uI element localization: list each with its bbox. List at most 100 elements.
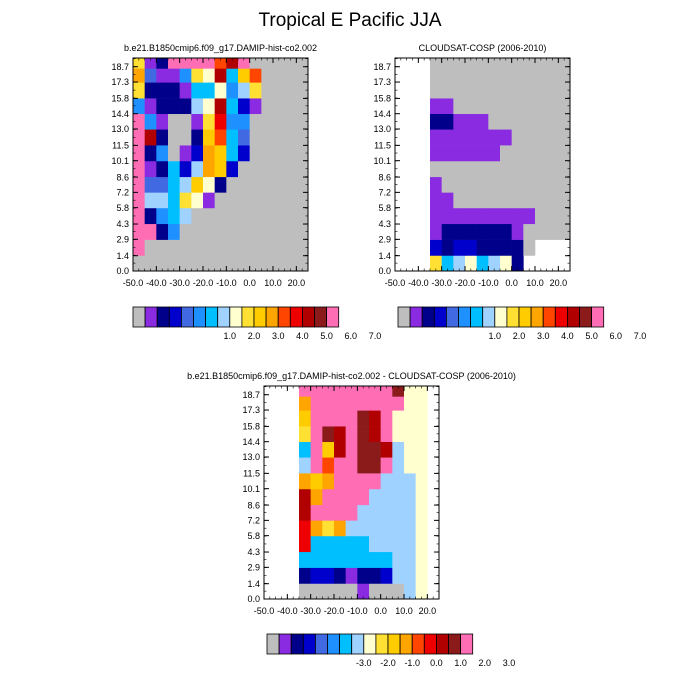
y-tick-label: 17.3	[373, 77, 391, 87]
heatmap-cell	[226, 239, 239, 256]
colorbar-swatch	[205, 306, 219, 328]
heatmap-cell	[191, 239, 204, 256]
colorbar-label: 5.0	[320, 331, 333, 341]
heatmap-cell	[523, 58, 536, 69]
heatmap-cell	[168, 113, 180, 130]
heatmap-cell	[296, 68, 309, 83]
colorbar-swatch	[542, 306, 556, 328]
heatmap-cell	[273, 68, 285, 83]
heatmap-cell	[523, 113, 536, 130]
y-tick-label: 4.3	[116, 219, 129, 229]
heatmap-cell	[441, 160, 454, 178]
heatmap-cell	[261, 145, 274, 162]
colorbar-swatch	[351, 633, 365, 655]
heatmap-cell	[415, 583, 428, 600]
x-tick-label: -20.0	[324, 606, 345, 616]
colorbar-swatch	[289, 306, 303, 328]
heatmap-cell	[345, 488, 358, 506]
heatmap-cell	[465, 255, 477, 272]
heatmap-cell	[322, 386, 335, 397]
heatmap-cell	[380, 410, 393, 427]
heatmap-cell	[535, 176, 547, 193]
heatmap-cell	[334, 520, 346, 537]
heatmap-cell	[203, 176, 215, 193]
x-tick-label: -50.0	[254, 606, 275, 616]
heatmap-cell	[168, 207, 180, 225]
heatmap-cell	[284, 207, 297, 225]
heatmap-cell	[392, 473, 405, 490]
heatmap-cell	[249, 255, 262, 272]
heatmap-cell	[523, 145, 536, 162]
heatmap-cell	[334, 410, 346, 427]
panel-title: b.e21.B1850cmip6.f09_g17.DAMIP-hist-co2.…	[124, 43, 317, 53]
colorbar-label: 3.0	[272, 331, 285, 341]
heatmap-cell	[179, 207, 192, 225]
heatmap-cell	[214, 113, 227, 130]
heatmap-cell	[296, 160, 309, 178]
heatmap-cell	[334, 535, 346, 553]
heatmap-cell	[558, 68, 571, 83]
y-tick-label: 0.0	[247, 594, 260, 604]
heatmap-cell	[261, 223, 274, 240]
heatmap-cell	[500, 255, 512, 272]
colorbar-label: 3.0	[503, 658, 516, 668]
heatmap-cell	[296, 98, 309, 115]
heatmap-cell	[441, 129, 454, 146]
x-tick-label: -10.0	[216, 278, 237, 288]
colorbar-swatch	[217, 306, 231, 328]
heatmap-cell	[144, 58, 157, 69]
heatmap-cell	[310, 473, 323, 490]
heatmap-cell	[238, 223, 250, 240]
heatmap-cell	[558, 82, 571, 99]
heatmap-cell	[511, 129, 524, 146]
heatmap-cell	[238, 113, 250, 130]
colorbar-swatch	[445, 306, 459, 328]
heatmap-cell	[214, 129, 227, 146]
heatmap-cell	[500, 207, 512, 225]
heatmap-cell	[453, 207, 466, 225]
heatmap-cell	[535, 68, 547, 83]
heatmap-cell	[156, 239, 169, 256]
heatmap-cell	[369, 567, 381, 584]
heatmap-cell	[299, 386, 311, 397]
heatmap-cell	[453, 223, 466, 240]
heatmap-cell	[369, 473, 381, 490]
heatmap-cell	[380, 426, 393, 443]
heatmap-cell	[203, 255, 215, 272]
heatmap-cell	[546, 129, 559, 146]
heatmap-cell	[156, 145, 169, 162]
colorbar-swatch	[554, 306, 568, 328]
heatmap-cell	[392, 520, 405, 537]
heatmap-cell	[334, 396, 346, 411]
heatmap-cell	[511, 207, 524, 225]
heatmap-cell	[133, 68, 145, 83]
heatmap-cell	[369, 535, 381, 553]
heatmap-cell	[453, 98, 466, 115]
heatmap-cell	[296, 255, 309, 272]
heatmap-cell	[357, 410, 370, 427]
heatmap-cell	[430, 223, 442, 240]
heatmap-cell	[226, 160, 239, 178]
heatmap-cell	[476, 255, 489, 272]
heatmap-cell	[380, 396, 393, 411]
heatmap-cell	[191, 255, 204, 272]
heatmap-cells	[133, 58, 309, 272]
heatmap-cell	[249, 68, 262, 83]
y-tick-label: 5.8	[116, 203, 129, 213]
heatmap-cell	[156, 82, 169, 99]
colorbar-swatch	[530, 306, 544, 328]
heatmap-cell	[392, 441, 405, 458]
heatmap-cell	[133, 145, 145, 162]
heatmap-cell	[441, 239, 454, 256]
heatmap-cell	[392, 504, 405, 521]
heatmap-cell	[392, 488, 405, 506]
heatmap-cell	[273, 145, 285, 162]
heatmap-cell	[415, 396, 428, 411]
colorbar-swatch	[265, 306, 279, 328]
heatmap-cell	[191, 176, 204, 193]
colorbar-swatch	[327, 633, 341, 655]
heatmap-cell	[488, 207, 501, 225]
heatmap-cell	[261, 192, 274, 209]
heatmap-cell	[392, 583, 405, 600]
heatmap-cell	[488, 239, 501, 256]
